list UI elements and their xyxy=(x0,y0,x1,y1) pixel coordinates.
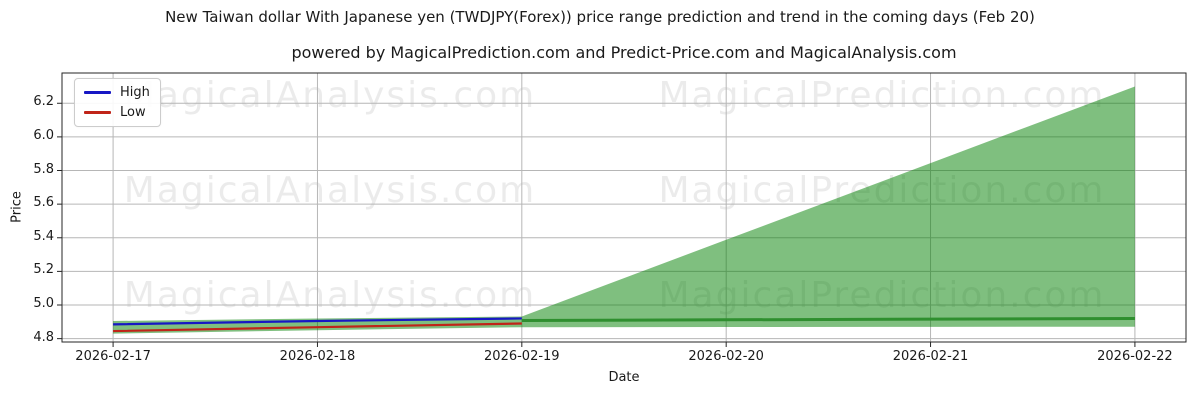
y-tick-label: 5.6 xyxy=(33,195,54,211)
y-tick-label: 5.2 xyxy=(33,262,54,278)
y-tick-label: 6.0 xyxy=(33,127,54,143)
watermark-text: MagicalAnalysis.com xyxy=(123,275,537,316)
plot-border xyxy=(61,72,1187,343)
y-tick-label: 5.8 xyxy=(33,161,54,177)
forecast-fan xyxy=(521,86,1135,328)
forecast-trend-line xyxy=(521,316,1135,322)
legend-entry-high: High xyxy=(84,85,150,100)
legend-label: High xyxy=(120,85,150,100)
high-line-swatch xyxy=(84,91,111,94)
x-tick-label: 2026-02-22 xyxy=(1097,349,1173,364)
x-axis-label: Date xyxy=(608,370,640,385)
high-line xyxy=(113,317,522,326)
legend-label: Low xyxy=(120,105,146,120)
x-tick-label: 2026-02-21 xyxy=(892,349,969,364)
x-tick-label: 2026-02-18 xyxy=(279,349,356,364)
chart-title: New Taiwan dollar With Japanese yen (TWD… xyxy=(165,8,1035,26)
x-tick-label: 2026-02-17 xyxy=(75,349,151,364)
y-tick-label: 5.4 xyxy=(33,228,54,244)
y-axis-label: Price xyxy=(9,191,25,223)
low-line xyxy=(113,322,522,333)
x-tick-label: 2026-02-20 xyxy=(688,349,764,364)
legend: High Low xyxy=(74,78,161,127)
watermark-text: MagicalPrediction.com xyxy=(658,75,1106,116)
y-tick-label: 5.0 xyxy=(33,296,54,311)
chart-subtitle: powered by MagicalPrediction.com and Pre… xyxy=(291,43,957,62)
legend-entry-low: Low xyxy=(84,105,150,120)
y-tick-label: 6.2 xyxy=(33,94,54,110)
y-tick-label: 4.8 xyxy=(33,329,54,345)
x-tick-label: 2026-02-19 xyxy=(484,349,560,364)
watermark-text: MagicalAnalysis.com xyxy=(123,75,537,116)
low-line-swatch xyxy=(84,111,111,114)
